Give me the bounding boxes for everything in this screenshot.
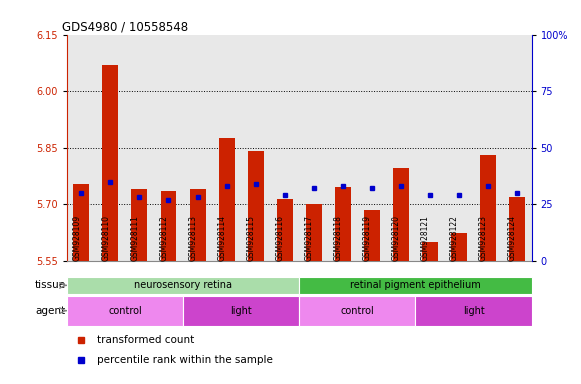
Bar <box>131 189 148 261</box>
Text: light: light <box>230 306 252 316</box>
Text: GDS4980 / 10558548: GDS4980 / 10558548 <box>62 20 188 33</box>
Text: GSM928111: GSM928111 <box>131 215 139 261</box>
Bar <box>306 204 322 261</box>
Bar <box>102 65 119 261</box>
Bar <box>67 296 183 326</box>
Bar <box>415 296 532 326</box>
Text: neurosensory retina: neurosensory retina <box>134 280 232 290</box>
Text: GSM928113: GSM928113 <box>189 215 198 261</box>
Bar <box>183 296 299 326</box>
Bar <box>299 296 415 326</box>
Text: GSM928109: GSM928109 <box>73 215 81 261</box>
Text: GSM928116: GSM928116 <box>276 215 285 261</box>
Bar <box>480 155 496 261</box>
Bar <box>277 199 293 261</box>
Text: light: light <box>462 306 485 316</box>
Text: GSM928124: GSM928124 <box>508 215 517 261</box>
Text: retinal pigment epithelium: retinal pigment epithelium <box>350 280 481 290</box>
Text: GSM928112: GSM928112 <box>160 215 168 261</box>
Bar <box>335 187 351 261</box>
Text: transformed count: transformed count <box>97 335 194 345</box>
Text: tissue: tissue <box>35 280 66 290</box>
Bar <box>393 169 409 261</box>
Bar <box>299 277 532 294</box>
Bar <box>189 189 206 261</box>
Text: GSM928115: GSM928115 <box>247 215 256 261</box>
Bar <box>160 191 177 261</box>
Text: GSM928119: GSM928119 <box>363 215 372 261</box>
Bar <box>509 197 525 261</box>
Bar <box>248 151 264 261</box>
Bar <box>73 184 89 261</box>
Text: agent: agent <box>36 306 66 316</box>
Text: percentile rank within the sample: percentile rank within the sample <box>97 355 273 365</box>
Bar <box>67 277 299 294</box>
Bar <box>218 138 235 261</box>
Bar <box>364 210 380 261</box>
Text: GSM928118: GSM928118 <box>334 215 343 261</box>
Text: GSM928120: GSM928120 <box>392 215 401 261</box>
Text: GSM928110: GSM928110 <box>102 215 110 261</box>
Bar <box>422 242 438 261</box>
Text: control: control <box>108 306 142 316</box>
Text: GSM928121: GSM928121 <box>421 215 430 261</box>
Text: control: control <box>340 306 374 316</box>
Bar <box>451 233 467 261</box>
Text: GSM928117: GSM928117 <box>305 215 314 261</box>
Text: GSM928123: GSM928123 <box>479 215 488 261</box>
Text: GSM928114: GSM928114 <box>218 215 227 261</box>
Text: GSM928122: GSM928122 <box>450 215 459 261</box>
